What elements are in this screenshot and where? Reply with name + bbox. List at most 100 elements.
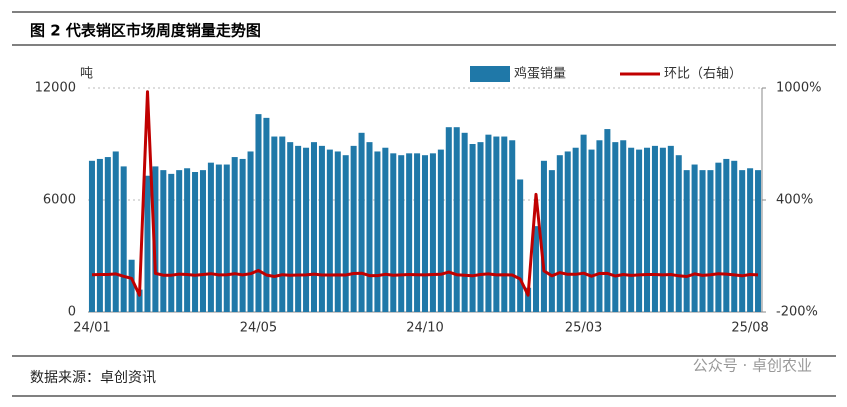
bar	[501, 136, 508, 312]
legend-label: 鸡蛋销量	[514, 66, 566, 82]
y2-tick-label: -200%	[776, 305, 818, 320]
bar	[596, 140, 603, 312]
y-tick-label: 0	[68, 305, 76, 320]
bar	[588, 149, 595, 312]
bar	[223, 164, 230, 312]
x-tick-label: 25/03	[565, 321, 602, 336]
bar	[326, 149, 333, 312]
bar	[707, 170, 714, 312]
bar	[747, 168, 754, 312]
bar	[628, 147, 635, 312]
bar	[295, 145, 302, 312]
bar	[104, 157, 111, 312]
bar	[699, 170, 706, 312]
bar	[303, 147, 310, 312]
bar	[239, 158, 246, 312]
bar	[136, 289, 143, 312]
bar	[184, 168, 191, 312]
bar	[755, 170, 762, 312]
bar	[659, 147, 666, 312]
watermark: 公众号 · 卓创农业	[693, 357, 812, 375]
line	[91, 90, 759, 297]
bar	[636, 149, 643, 312]
bar	[572, 147, 579, 312]
x-tick-label: 24/01	[73, 321, 110, 336]
bar	[445, 127, 452, 312]
bar	[176, 170, 183, 312]
bar	[414, 153, 421, 312]
bar	[192, 172, 199, 312]
bar	[287, 142, 294, 312]
bar	[485, 134, 492, 312]
legend-swatch	[470, 66, 510, 82]
bar	[342, 155, 349, 312]
chart-title: 图 2 代表销区市场周度销量走势图	[30, 22, 261, 40]
bar	[382, 147, 389, 312]
bar	[160, 170, 167, 312]
y2-tick-label: 400%	[776, 193, 813, 208]
bar	[144, 175, 151, 312]
y-tick-label: 12000	[35, 81, 76, 96]
bar	[421, 155, 429, 312]
bar	[525, 287, 532, 312]
x-tick-label: 25/08	[731, 321, 768, 336]
bar	[279, 136, 286, 312]
bar	[207, 162, 214, 312]
bar	[271, 136, 278, 312]
bar	[715, 162, 722, 312]
bar	[604, 129, 611, 312]
bar	[461, 132, 468, 312]
bar	[310, 142, 318, 312]
x-tick-label: 24/10	[406, 321, 443, 336]
bar	[667, 145, 674, 312]
bar	[675, 155, 682, 312]
bar	[429, 153, 436, 312]
x-tick-label: 24/05	[240, 321, 277, 336]
bar	[318, 145, 325, 312]
bar	[477, 142, 484, 312]
bar	[532, 226, 540, 312]
bar	[120, 166, 127, 312]
bar	[540, 160, 547, 312]
bar	[334, 151, 341, 312]
bar	[580, 134, 587, 312]
bar	[620, 140, 627, 312]
source: 数据来源：卓创资讯	[30, 370, 156, 386]
bar	[564, 151, 571, 312]
bar	[96, 158, 103, 312]
bar	[739, 170, 746, 312]
bar	[247, 151, 254, 312]
bar	[199, 170, 206, 312]
bar	[215, 164, 222, 312]
y-axis-label: 吨	[80, 67, 93, 82]
bar	[493, 136, 500, 312]
bar	[88, 160, 95, 312]
bar	[651, 145, 658, 312]
legend-label: 环比（右轴）	[664, 67, 742, 82]
bar	[128, 259, 135, 312]
bar	[469, 144, 476, 312]
bar	[374, 151, 381, 312]
bar	[255, 114, 262, 312]
y2-tick-label: 1000%	[776, 81, 821, 96]
bar	[366, 142, 373, 312]
bar	[398, 155, 405, 312]
bar	[556, 155, 563, 312]
bar	[509, 140, 516, 312]
bar	[358, 132, 365, 312]
bar	[168, 173, 175, 312]
bar	[231, 157, 238, 312]
bar	[390, 153, 397, 312]
bar	[548, 170, 555, 312]
bar	[731, 160, 738, 312]
y-tick-label: 6000	[43, 193, 76, 208]
bar	[112, 151, 119, 312]
bar	[644, 147, 651, 312]
bar	[437, 149, 444, 312]
bar	[453, 127, 460, 312]
bar	[612, 142, 619, 312]
bar	[517, 179, 524, 312]
bar	[691, 164, 698, 312]
bar	[406, 153, 413, 312]
bar	[263, 117, 270, 312]
